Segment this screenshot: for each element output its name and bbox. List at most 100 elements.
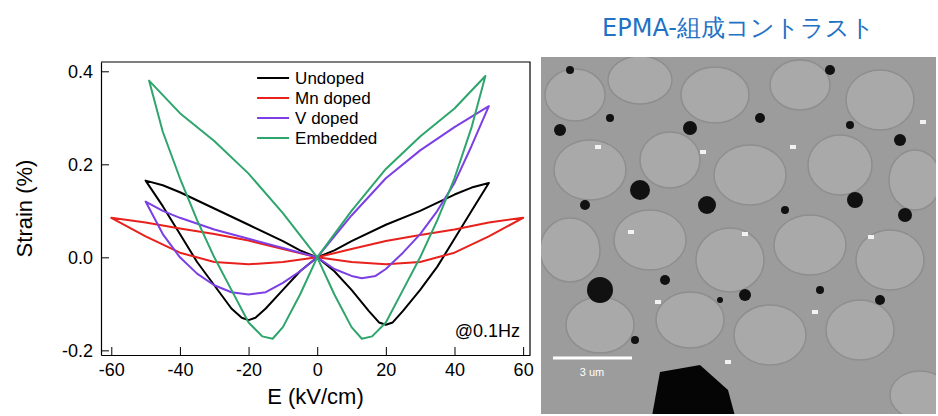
bright-phase (868, 235, 874, 239)
pore (894, 134, 906, 146)
grain (656, 292, 724, 348)
y-tick-mark (101, 350, 109, 351)
series-line (149, 76, 485, 339)
micrograph: 3 um (540, 56, 938, 416)
pore (631, 336, 639, 344)
grain (856, 230, 924, 290)
legend-item: Embedded (257, 129, 377, 148)
x-axis-title: E (kV/cm) (267, 384, 364, 409)
grain (681, 67, 749, 123)
grain (566, 297, 634, 353)
pore (875, 295, 885, 305)
y-tick-label: -0.2 (62, 341, 93, 361)
series-line (146, 106, 489, 294)
grain (714, 145, 786, 205)
y-axis-line (101, 63, 102, 356)
y-tick-label: 0.2 (68, 155, 93, 175)
y-tick-label: 0.4 (68, 62, 93, 82)
x-tick: -20 (236, 347, 262, 380)
grain (734, 305, 806, 365)
legend-item: V doped (257, 109, 358, 128)
pore (739, 289, 751, 301)
y-axis-title: Strain (%) (12, 160, 37, 258)
grain (554, 140, 626, 200)
bright-phase (655, 300, 661, 304)
bright-phase (812, 310, 818, 314)
bright-phase (700, 150, 706, 154)
large-pore (652, 365, 735, 414)
x-tick-label: -60 (99, 360, 125, 380)
plot-frame (101, 62, 530, 355)
grain (826, 300, 894, 360)
y-tick: -0.2 (62, 341, 109, 361)
series-group (111, 76, 523, 339)
grain (774, 215, 846, 275)
pore (816, 286, 824, 294)
legend-label: Embedded (295, 129, 377, 148)
grain (614, 210, 686, 270)
x-tick: -40 (167, 347, 193, 380)
legend-label: V doped (295, 109, 358, 128)
y-tick-mark (101, 71, 109, 72)
legend-swatch (257, 137, 289, 139)
x-tick: 60 (514, 347, 534, 380)
pore (587, 277, 613, 303)
legend-item: Undoped (257, 69, 364, 88)
pore (846, 121, 854, 129)
grain (890, 371, 936, 414)
x-tick: -60 (99, 347, 125, 380)
grain (545, 69, 605, 121)
micrograph-ground (541, 57, 936, 414)
pore (755, 113, 765, 123)
y-axis: -0.2 0.0 0.2 0.4 (62, 62, 109, 361)
grain (640, 132, 700, 188)
pore (660, 275, 670, 285)
x-tick-label: 40 (445, 360, 465, 380)
x-tick: 40 (445, 347, 465, 380)
legend-swatch (257, 97, 289, 99)
bright-phase (742, 232, 748, 236)
legend-swatch (257, 117, 289, 119)
pore (630, 180, 650, 200)
pore (566, 66, 574, 74)
pore (698, 196, 716, 214)
legend-item: Mn doped (257, 89, 371, 108)
grain (541, 218, 600, 282)
x-tick-mark (249, 347, 250, 355)
grain (608, 57, 672, 104)
x-tick-mark (386, 347, 387, 355)
grain (770, 60, 830, 110)
y-tick: 0.4 (68, 62, 109, 82)
scale-bar-label: 3 um (580, 366, 604, 378)
x-tick-label: 0 (313, 360, 323, 380)
legend-label: Undoped (295, 69, 364, 88)
x-tick-label: 20 (376, 360, 396, 380)
x-axis-line (102, 355, 531, 356)
bright-phase (628, 230, 634, 234)
grain (846, 70, 914, 130)
x-tick-label: 60 (514, 360, 534, 380)
x-tick-mark (317, 347, 318, 355)
panel-title: EPMA-組成コントラスト (602, 14, 875, 42)
x-tick-mark (523, 347, 524, 355)
x-tick: 20 (376, 347, 396, 380)
pore (825, 65, 835, 75)
x-tick-label: -40 (167, 360, 193, 380)
pore (580, 200, 590, 210)
bright-phase (595, 145, 601, 149)
figure: -60 -40 -20 0 20 40 60 -0.2 0.0 0.2 0.4 E (kV/cm) St… (0, 0, 938, 416)
y-tick-label: 0.0 (68, 248, 93, 268)
pore (898, 208, 912, 222)
legend: UndopedMn dopedV dopedEmbedded (257, 69, 377, 148)
legend-swatch (257, 77, 289, 79)
y-tick: 0.0 (68, 248, 109, 268)
legend-label: Mn doped (295, 89, 371, 108)
pore (717, 297, 723, 303)
series-line (146, 181, 489, 325)
pore (554, 124, 566, 136)
annotation: @0.1Hz (455, 321, 520, 341)
y-tick: 0.2 (68, 155, 109, 175)
bright-phase (920, 120, 926, 124)
grain (889, 150, 936, 210)
pore (683, 121, 697, 135)
